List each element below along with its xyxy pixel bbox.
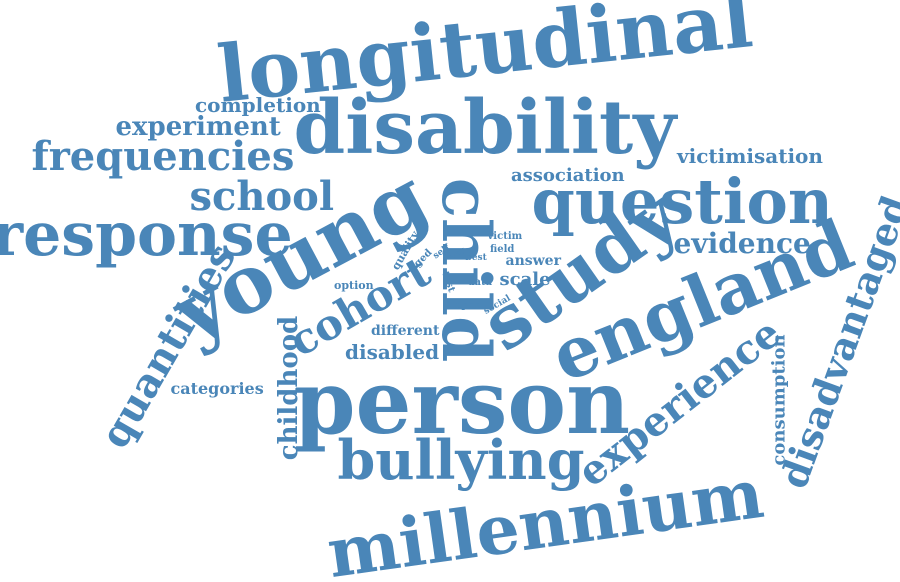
- word-association: association: [511, 165, 625, 186]
- word-experiment: experiment: [115, 112, 281, 142]
- word-evidence: evidence: [673, 227, 811, 260]
- word-victim: victim: [487, 231, 523, 242]
- word-scale: scale: [499, 269, 551, 290]
- word-field: field: [490, 244, 515, 255]
- word-disabled: disabled: [345, 340, 440, 364]
- word-person: person: [294, 350, 631, 454]
- word-completion: completion: [195, 93, 321, 117]
- word-open: open: [455, 300, 481, 311]
- word-child: child: [427, 177, 506, 363]
- word-disability: disability: [293, 85, 677, 171]
- word-question: question: [531, 165, 833, 238]
- word-answer: answer: [505, 253, 561, 269]
- word-frequencies: frequencies: [31, 133, 295, 180]
- word-bullying: bullying: [337, 428, 585, 492]
- word-option: option: [334, 278, 374, 292]
- word-different: different: [371, 323, 440, 339]
- word-best: best: [465, 252, 487, 263]
- word-response: response: [0, 200, 293, 270]
- word-school: school: [189, 173, 335, 220]
- word-victimisation: victimisation: [677, 144, 823, 168]
- word-categories: categories: [170, 379, 264, 398]
- word-data: data: [467, 277, 493, 288]
- word-consumption: consumption: [768, 334, 790, 466]
